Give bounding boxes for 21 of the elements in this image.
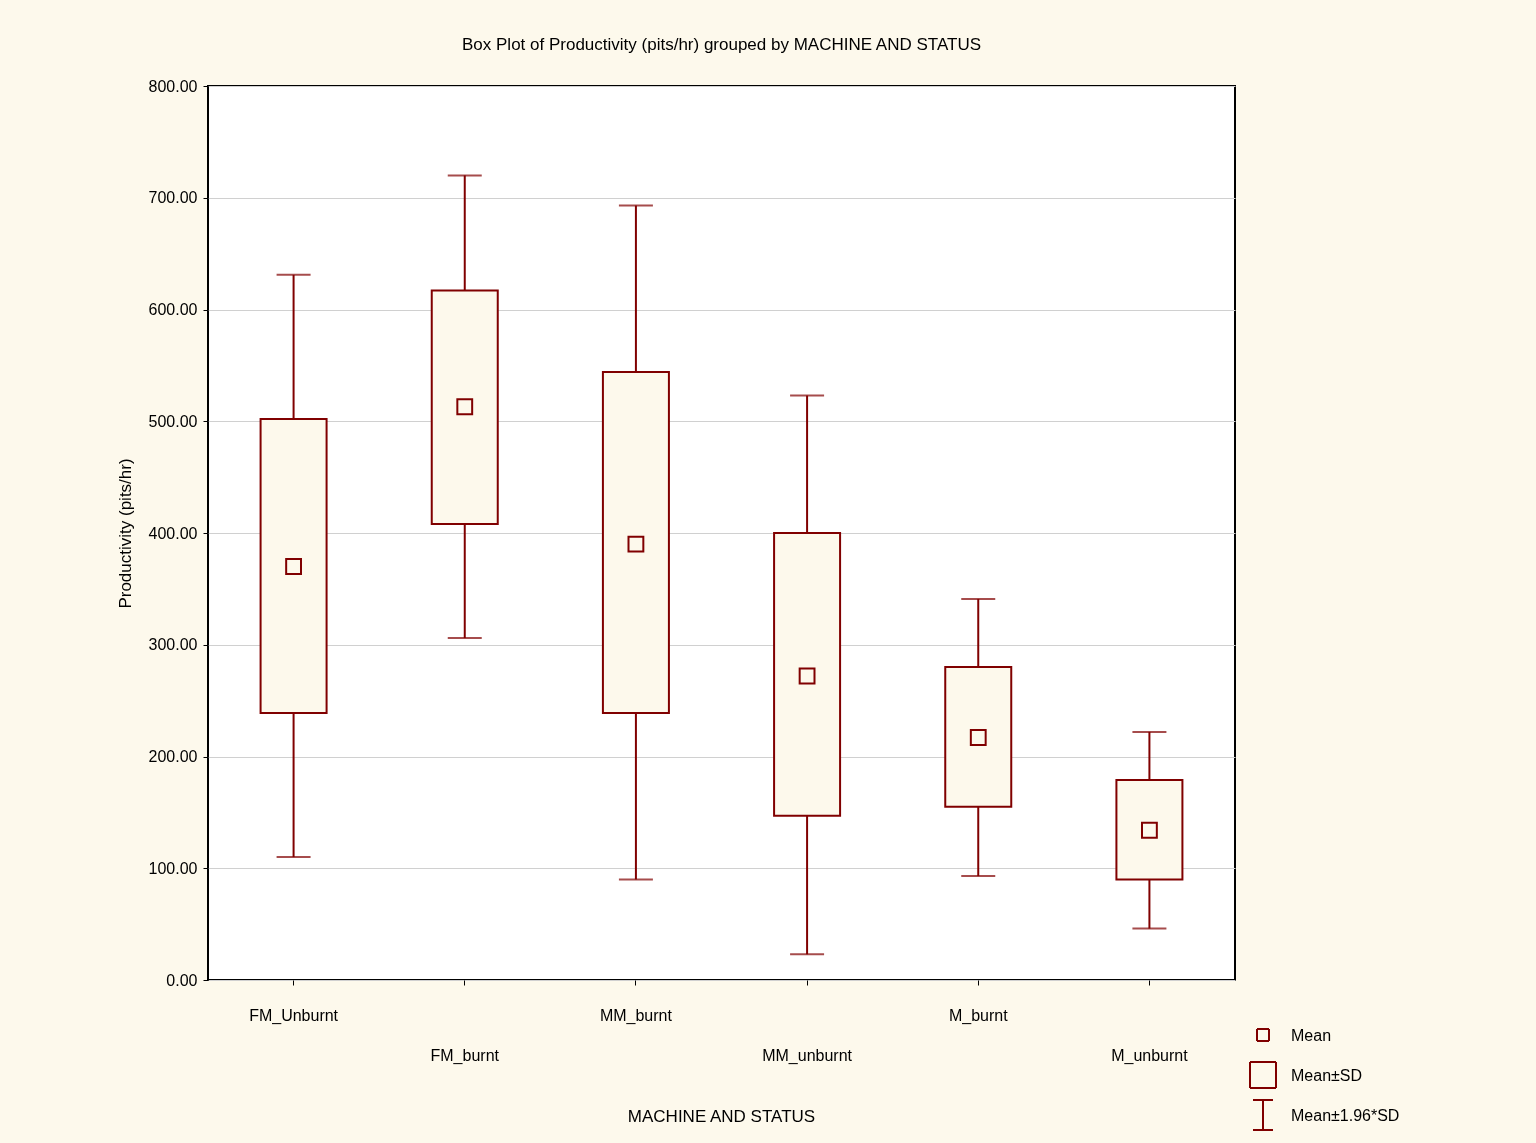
y-axis-title: Productivity (pits/hr) xyxy=(115,458,135,609)
x-axis-title: MACHINE AND STATUS xyxy=(627,1107,816,1126)
y-tick-label: 400.00 xyxy=(148,524,198,542)
y-tick-label: 700.00 xyxy=(148,189,198,207)
x-tick-label: M_burnt xyxy=(948,1007,1009,1025)
y-tick-label: 600.00 xyxy=(148,301,198,318)
text: Mean±1.96*SD xyxy=(1291,1107,1400,1124)
y-tick-label: 200.00 xyxy=(148,748,198,765)
text: Mean±SD xyxy=(1291,1067,1363,1084)
y-tick-label: 0.00 xyxy=(166,971,198,989)
y-tick-label: 100.00 xyxy=(148,859,198,877)
x-tick-label: FM_Unburnt xyxy=(249,1007,339,1025)
y-tick-label: 300.00 xyxy=(148,636,198,654)
x-tick-label: MM_unburnt xyxy=(762,1047,853,1065)
y-tick-label: 500.00 xyxy=(148,412,198,430)
x-tick-label: M_unburnt xyxy=(1111,1047,1189,1065)
y-tick-label: 800.00 xyxy=(148,77,198,95)
text: Mean xyxy=(1291,1027,1332,1044)
x-tick-label: MM_burnt xyxy=(599,1007,673,1025)
x-tick-label: FM_burnt xyxy=(430,1047,500,1065)
chart-title: Box Plot of Productivity (pits/hr) grouped by MACHINE AND STATUS xyxy=(462,35,981,54)
